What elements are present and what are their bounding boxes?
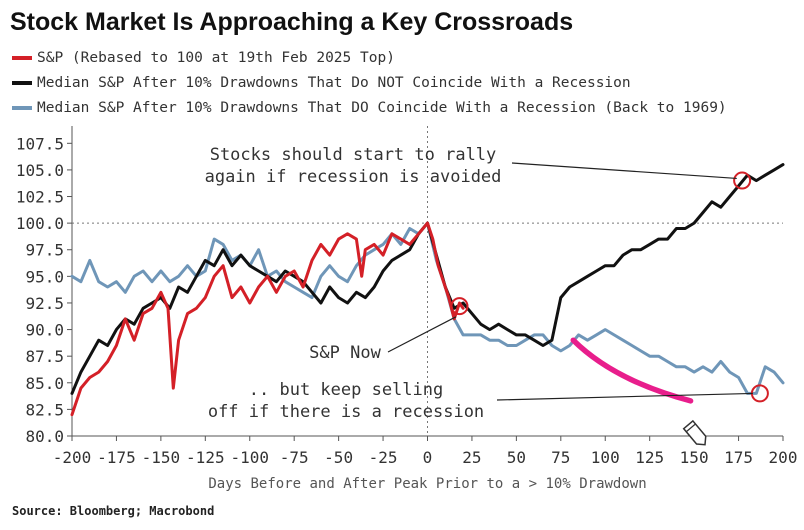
- legend-swatch-no-recession: [12, 80, 32, 85]
- x-tick-label: -200: [53, 448, 92, 467]
- y-tick-label: 102.5: [16, 188, 64, 207]
- legend-label-recession: Median S&P After 10% Drawdowns That DO C…: [37, 99, 727, 116]
- y-tick-label: 100.0: [16, 214, 64, 233]
- x-tick-label: 50: [507, 448, 526, 467]
- x-axis-label: Days Before and After Peak Prior to a > …: [208, 476, 646, 492]
- chart-title: Stock Market Is Approaching a Key Crossr…: [10, 8, 574, 36]
- annotation-sp-now-leader: [387, 316, 457, 353]
- y-tick-label: 80.0: [25, 427, 64, 446]
- circle-marker-no-recession: [733, 171, 752, 190]
- y-tick-label: 105.0: [16, 161, 64, 180]
- x-tick-label: -25: [369, 448, 398, 467]
- y-tick-label: 90.0: [25, 321, 64, 340]
- x-tick-label: 150: [680, 448, 709, 467]
- x-tick-label: -125: [186, 448, 225, 467]
- x-tick-label: 175: [724, 448, 753, 467]
- y-tick-label: 95.0: [25, 267, 64, 286]
- legend-swatch-recession: [12, 105, 32, 110]
- annotation-recession-line-1: .. but keep selling: [249, 380, 443, 400]
- annotation-rally-leader: [511, 162, 737, 180]
- series-line-sp: [70, 221, 465, 417]
- highlight-stroke: [570, 337, 694, 404]
- y-tick-label: 97.5: [25, 241, 64, 260]
- legend-item-recession: Median S&P After 10% Drawdowns That DO C…: [12, 95, 727, 120]
- y-tick-label: 82.5: [25, 400, 64, 419]
- x-tick-label: -75: [280, 448, 309, 467]
- legend-swatch-sp: [12, 55, 32, 60]
- x-tick-label: 200: [769, 448, 798, 467]
- series-line-no-recession: [70, 163, 785, 395]
- annotation-rally-line-2: again if recession is avoided: [205, 167, 502, 187]
- x-tick-label: -175: [97, 448, 136, 467]
- annotation-recession-leader: [496, 392, 753, 401]
- source-note: Source: Bloomberg; Macrobond: [12, 504, 215, 518]
- x-tick-label: 75: [551, 448, 570, 467]
- y-tick-label: 87.5: [25, 347, 64, 366]
- legend-item-sp: S&P (Rebased to 100 at 19th Feb 2025 Top…: [12, 45, 727, 70]
- x-tick-label: 0: [423, 448, 433, 467]
- annotation-rally-line-1: Stocks should start to rally: [210, 145, 497, 165]
- y-tick-label: 107.5: [16, 134, 64, 153]
- x-tick-label: -100: [230, 448, 269, 467]
- circle-marker-sp-now: [450, 297, 469, 316]
- legend-label-sp: S&P (Rebased to 100 at 19th Feb 2025 Top…: [37, 49, 395, 66]
- legend-item-no-recession: Median S&P After 10% Drawdowns That Do N…: [12, 70, 727, 95]
- y-tick-label: 85.0: [25, 374, 64, 393]
- legend-label-no-recession: Median S&P After 10% Drawdowns That Do N…: [37, 74, 631, 91]
- annotation-sp-now-line-1: S&P Now: [309, 343, 381, 363]
- annotation-recession-line-2: off if there is a recession: [208, 402, 484, 422]
- mouse-pointer-icon: [680, 418, 712, 455]
- x-tick-label: 125: [635, 448, 664, 467]
- x-tick-label: 100: [591, 448, 620, 467]
- x-tick-label: -50: [324, 448, 353, 467]
- x-tick-label: 25: [462, 448, 481, 467]
- chart-legend: S&P (Rebased to 100 at 19th Feb 2025 Top…: [12, 45, 727, 120]
- x-tick-label: -150: [142, 448, 181, 467]
- y-tick-label: 92.5: [25, 294, 64, 313]
